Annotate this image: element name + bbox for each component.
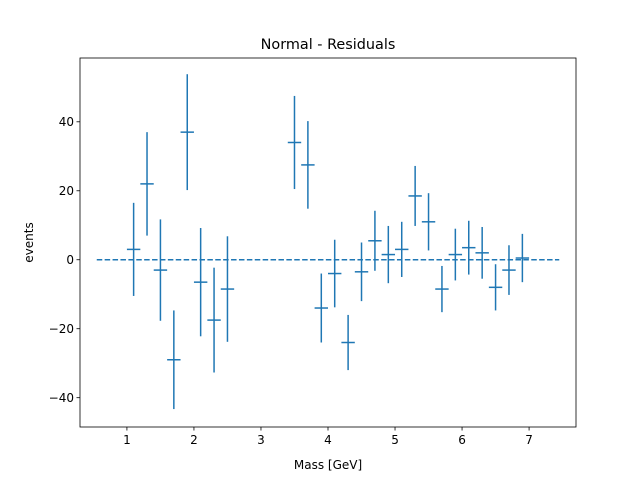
error-bar-point <box>515 233 530 283</box>
x-tick-label: 2 <box>190 433 198 447</box>
error-bar-point <box>193 228 208 337</box>
error-bar-point <box>475 226 489 279</box>
error-bar-point <box>395 221 409 277</box>
error-bar-point <box>328 239 342 308</box>
x-tick-label: 4 <box>324 433 332 447</box>
error-bar-point <box>180 74 194 191</box>
x-tick-label: 1 <box>123 433 131 447</box>
y-tick-label: −20 <box>49 322 74 336</box>
error-bar-point <box>408 165 422 226</box>
error-bar-point <box>421 193 436 251</box>
error-bar-point <box>301 121 315 209</box>
y-axis-label: events <box>22 222 36 262</box>
error-bar-point <box>435 265 449 313</box>
y-tick-label: −40 <box>49 391 74 405</box>
error-bar-point <box>462 220 476 275</box>
error-bar-point <box>153 219 168 321</box>
x-axis-label: Mass [GeV] <box>294 458 362 472</box>
y-tick-label: 40 <box>59 115 74 129</box>
error-bar-point <box>314 273 328 343</box>
y-tick-label: 20 <box>59 184 74 198</box>
y-tick-label: 0 <box>66 253 74 267</box>
error-bar-point <box>220 236 235 342</box>
error-bar-point <box>140 132 154 236</box>
error-bar-point <box>502 245 516 295</box>
chart-title: Normal - Residuals <box>261 37 396 53</box>
x-tick-label: 5 <box>391 433 399 447</box>
error-bar-point <box>488 264 503 311</box>
error-bar-point <box>368 210 382 271</box>
error-bar-point <box>448 228 463 281</box>
x-tick-label: 6 <box>458 433 466 447</box>
error-bar-point <box>341 314 355 371</box>
error-bar-point <box>167 310 181 410</box>
error-bar-point <box>126 202 141 296</box>
x-tick-label: 7 <box>525 433 533 447</box>
error-bar-point <box>354 242 369 302</box>
error-bar-point <box>381 225 396 284</box>
x-tick-label: 3 <box>257 433 265 447</box>
plot-area <box>79 57 577 428</box>
error-bar-point <box>207 267 221 373</box>
error-bar-point <box>287 95 302 190</box>
